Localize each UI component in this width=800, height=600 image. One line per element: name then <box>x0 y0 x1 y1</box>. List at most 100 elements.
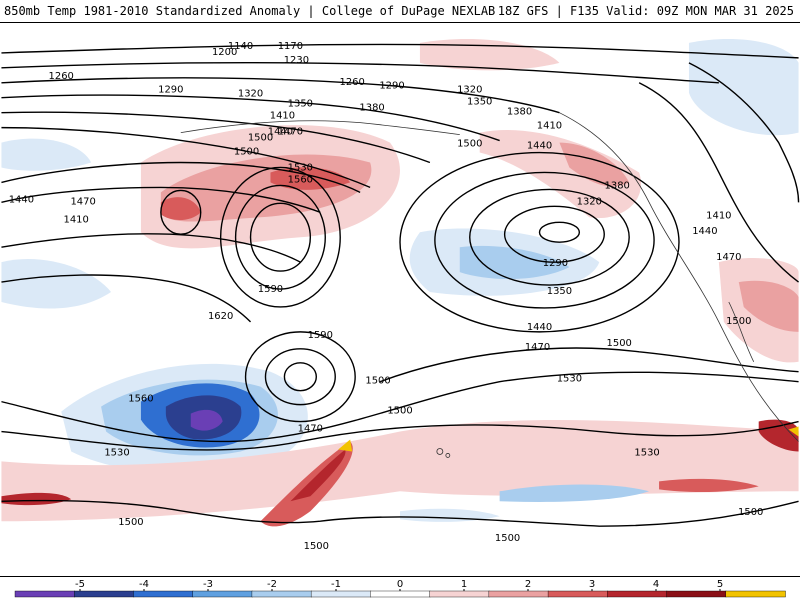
contour-line <box>1 233 301 263</box>
contour-line <box>1 274 252 323</box>
contour-label: 1350 <box>288 99 313 110</box>
contour-line <box>1 43 799 59</box>
contour-line <box>1 161 361 194</box>
contour-label: 1590 <box>308 330 333 341</box>
aleutian-arc <box>180 120 460 135</box>
cold-anomaly-low-core <box>459 245 570 280</box>
contour-label: 1290 <box>543 258 568 269</box>
contour-label: 1200 <box>212 47 237 58</box>
baja-coast <box>728 301 755 362</box>
contour-label: 1620 <box>208 311 233 322</box>
warm-streak-hot <box>338 439 353 452</box>
contour-label: 1470 <box>278 127 303 138</box>
colorbar-tick-label: 0 <box>397 579 403 590</box>
contour-label: 1500 <box>248 133 273 144</box>
contour-label: 1440 <box>527 141 552 152</box>
colorbar-tick-label: -3 <box>203 579 213 590</box>
contour-label: 1320 <box>457 85 482 96</box>
warm-band-south <box>1 420 799 522</box>
colorbar-tick-label: 1 <box>461 579 467 590</box>
contour-label: 1140 <box>228 41 253 52</box>
contour-label: 1440 <box>692 226 717 237</box>
contour-label: 1500 <box>495 533 520 544</box>
contour-label: 1500 <box>365 376 390 387</box>
colorbar-segment <box>14 590 75 598</box>
contour-low-east-5 <box>538 221 581 243</box>
contour-low-east-2 <box>434 171 655 309</box>
contour-label: 1350 <box>467 97 492 108</box>
contour-label: 1320 <box>577 196 602 207</box>
contour-low-west-3 <box>283 362 318 392</box>
contour-label: 1470 <box>70 196 95 207</box>
contour-label: 1500 <box>387 406 412 417</box>
contour-high-1 <box>219 166 341 308</box>
warm-anomaly-southwest-core <box>738 280 799 332</box>
contour-low-east-4 <box>503 205 605 263</box>
contour-label: 1410 <box>706 210 731 221</box>
contour-high-2 <box>234 184 326 290</box>
colorbar-segment <box>488 590 549 598</box>
colorbar-segment <box>370 590 431 598</box>
colorbar-tick-label: -2 <box>267 579 277 590</box>
colorbar-segment <box>547 590 609 598</box>
colorbar-segment <box>429 590 490 598</box>
colorbar-segment <box>192 590 253 598</box>
colorbar-segment <box>310 590 372 598</box>
contour-low-west-2 <box>264 348 336 406</box>
warm-streak-center-core <box>290 449 346 502</box>
contour-label: 1440 <box>527 322 552 333</box>
north-america-coast <box>559 112 799 442</box>
colorbar-segment <box>666 590 727 598</box>
contour-line <box>1 371 799 443</box>
colorbar-segments <box>14 590 786 598</box>
colorbar-tick-label: 2 <box>525 579 531 590</box>
contour-low-east-1 <box>399 151 680 333</box>
colorbar-labels: -5 -4 -3 -2 -1 0 1 2 3 4 5 <box>75 579 723 591</box>
contour-line <box>1 94 500 142</box>
contour-line <box>1 126 371 189</box>
colorbar-segment <box>251 590 312 598</box>
hawaii-islands <box>445 453 451 458</box>
colorbar-segment <box>725 590 786 598</box>
contour-high-4 <box>160 189 202 235</box>
contour-label: 1530 <box>288 162 313 173</box>
cold-anomaly-left <box>1 259 112 309</box>
contour-line <box>1 499 799 527</box>
contour-label: 1500 <box>118 517 143 528</box>
map-title: 850mb Temp 1981-2010 Standardized Anomal… <box>4 4 496 18</box>
contour-label: 1260 <box>49 71 74 82</box>
warm-anomaly-west <box>160 197 201 221</box>
colorbar-segment <box>74 590 135 598</box>
anomaly-colorbar: -5 -4 -3 -2 -1 0 1 2 3 4 5 <box>14 579 786 598</box>
contour-label: 1560 <box>288 174 313 185</box>
cold-band-south <box>499 484 650 502</box>
colorbar-tick-label: 5 <box>717 579 723 590</box>
contour-label: 1410 <box>537 121 562 132</box>
contour-label: 1470 <box>716 252 741 263</box>
contour-line <box>1 420 799 451</box>
contour-label: 1350 <box>547 286 572 297</box>
contour-label: 1500 <box>234 147 259 158</box>
contour-high-3 <box>249 202 312 272</box>
contour-label: 1560 <box>128 394 153 405</box>
contour-label: 1410 <box>63 214 88 225</box>
colorbar-tick-label: -4 <box>139 579 149 590</box>
cold-anomaly-north-left <box>1 138 92 171</box>
colorbar-tick-label: -1 <box>331 579 341 590</box>
contour-label: 1440 <box>268 127 293 138</box>
contour-label: 1530 <box>104 447 129 458</box>
contour-label: 1290 <box>158 85 183 96</box>
colorbar-tick-label: 4 <box>653 579 659 590</box>
warm-corner-hot <box>788 426 799 437</box>
contour-label: 1170 <box>278 41 303 52</box>
contour-labels: 1140 1170 1200 1230 1260 1260 1290 1290 1320 1320… <box>9 41 764 552</box>
contour-label: 1470 <box>298 424 323 435</box>
colorbar-segment <box>607 590 668 598</box>
title-bar: 850mb Temp 1981-2010 Standardized Anomal… <box>0 0 800 22</box>
contour-label: 1290 <box>379 81 404 92</box>
contour-line <box>379 347 799 383</box>
contour-line <box>688 62 800 203</box>
cold-anomaly-major-extreme <box>190 409 223 431</box>
contour-label: 1470 <box>525 342 550 353</box>
contour-label: 1260 <box>340 77 365 88</box>
